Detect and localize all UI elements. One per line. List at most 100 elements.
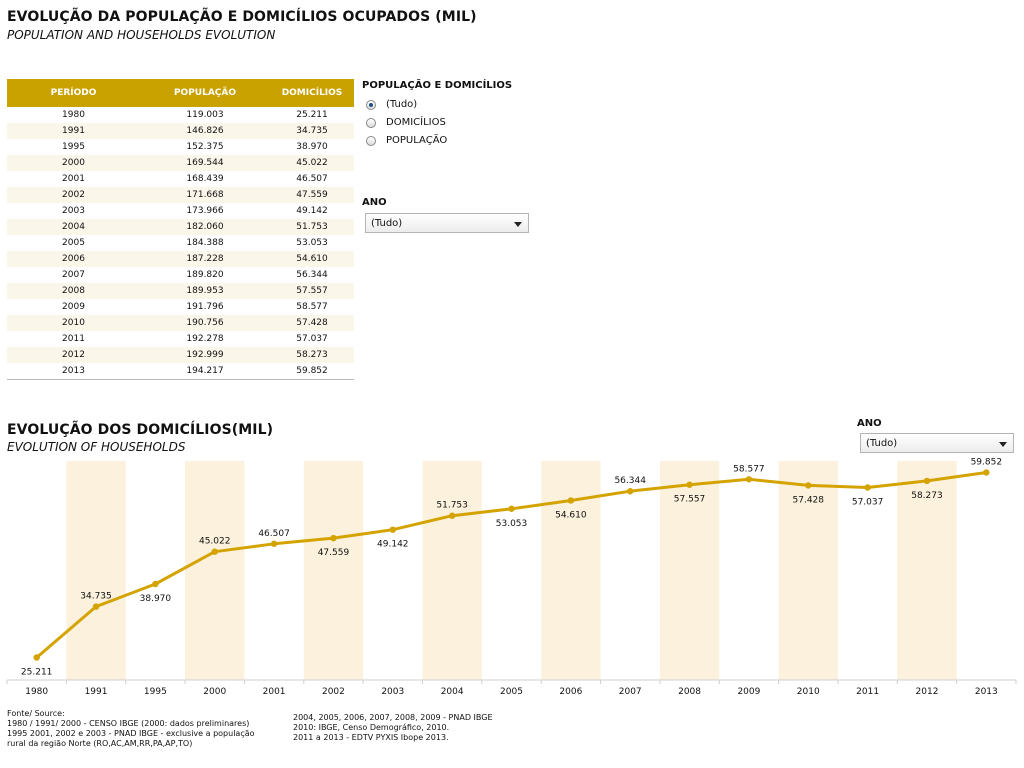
source-line: 1980 / 1991/ 2000 - CENSO IBGE (2000: da… <box>7 719 250 728</box>
radio-button[interactable] <box>366 117 376 128</box>
data-point[interactable] <box>567 497 575 504</box>
measure-filter-label: POPULAÇÃO E DOMICÍLIOS <box>362 80 513 91</box>
year-select-value: (Tudo) <box>371 217 403 229</box>
data-point[interactable] <box>508 505 515 512</box>
cell-periodo: 2001 <box>62 174 85 184</box>
x-tick-label: 2005 <box>500 687 523 697</box>
column-header-periodo[interactable]: PERÍODO <box>7 79 140 107</box>
table-row: 2006 187.228 54.610 <box>7 251 354 267</box>
x-tick-label: 2007 <box>619 687 642 697</box>
table-row: 2010 190.756 57.428 <box>7 315 354 331</box>
radio-label: (Tudo) <box>386 99 418 110</box>
cell-periodo: 2009 <box>62 302 85 312</box>
cell-periodo: 2007 <box>62 270 85 280</box>
data-label: 25.211 <box>21 668 53 678</box>
data-point[interactable] <box>805 482 812 489</box>
table-row: 2008 189.953 57.557 <box>7 283 354 299</box>
cell-periodo: 2002 <box>7 187 140 203</box>
source-line: 1995 2001, 2002 e 2003 - PNAD IBGE - exc… <box>7 729 255 738</box>
table-row: 2007 189.820 56.344 <box>7 267 354 283</box>
cell-periodo: 2003 <box>62 206 85 216</box>
data-label: 46.507 <box>258 529 290 539</box>
chart-band <box>422 461 482 680</box>
data-point[interactable] <box>686 481 693 488</box>
cell-populacao: 192.999 <box>140 347 270 363</box>
data-point[interactable] <box>983 469 990 476</box>
cell-domicilios: 58.577 <box>296 302 328 312</box>
data-point[interactable] <box>330 534 337 542</box>
radio-option-domicilios[interactable]: DOMICÍLIOS <box>366 117 446 128</box>
radio-option-populacao[interactable]: POPULAÇÃO <box>366 135 447 146</box>
data-label: 58.273 <box>911 491 943 501</box>
chart-subtitle: EVOLUTION OF HOUSEHOLDS <box>7 440 186 454</box>
table-row: 2012 192.999 58.273 <box>7 347 354 363</box>
table-row: 2009 191.796 58.577 <box>7 299 354 315</box>
data-point[interactable] <box>864 484 871 491</box>
data-point[interactable] <box>270 540 278 547</box>
x-tick-label: 2004 <box>441 687 464 697</box>
table-body: 1980 119.003 25.211 1991 146.826 34.735 1995 15… <box>7 107 354 380</box>
cell-domicilios: 51.753 <box>270 219 354 235</box>
x-tick-label: 2011 <box>856 687 879 697</box>
column-header-populacao[interactable]: POPULAÇÃO <box>140 79 270 107</box>
data-label: 57.557 <box>674 495 706 505</box>
data-point[interactable] <box>627 488 634 495</box>
cell-domicilios: 46.507 <box>296 174 328 184</box>
x-tick-label: 2000 <box>203 687 226 697</box>
cell-domicilios: 56.344 <box>296 270 328 280</box>
cell-periodo: 2006 <box>7 251 140 267</box>
cell-populacao: 190.756 <box>140 315 270 331</box>
cell-domicilios: 57.557 <box>270 283 354 299</box>
cell-domicilios: 25.211 <box>296 110 328 120</box>
x-tick-label: 2003 <box>381 687 404 697</box>
year-filter-label: ANO <box>362 197 387 208</box>
x-tick-label: 1995 <box>144 687 167 697</box>
column-header-domicilios[interactable]: DOMICÍLIOS <box>270 79 354 107</box>
cell-populacao: 171.668 <box>140 187 270 203</box>
data-label: 53.053 <box>496 519 528 529</box>
chevron-down-icon <box>514 222 522 227</box>
cell-populacao: 168.439 <box>186 174 224 184</box>
radio-button[interactable] <box>366 135 376 146</box>
x-tick-label: 2006 <box>559 687 582 697</box>
data-point[interactable] <box>211 548 218 555</box>
cell-periodo: 2013 <box>7 363 140 380</box>
chart-year-select[interactable]: (Tudo) <box>860 433 1014 453</box>
data-point[interactable] <box>152 580 159 588</box>
source-line: 2010: IBGE, Censo Demográfico, 2010. <box>293 723 450 732</box>
source-notes-right: 2004, 2005, 2006, 2007, 2008, 2009 - PNA… <box>293 713 493 743</box>
cell-periodo: 2010 <box>7 315 140 331</box>
cell-populacao: 182.060 <box>140 219 270 235</box>
cell-periodo: 1980 <box>62 110 85 120</box>
data-point[interactable] <box>448 512 456 519</box>
data-point[interactable] <box>389 526 396 533</box>
data-point[interactable] <box>92 603 100 610</box>
data-point[interactable] <box>745 476 753 483</box>
cell-populacao: 152.375 <box>186 142 224 152</box>
year-select[interactable]: (Tudo) <box>365 213 529 233</box>
cell-domicilios: 49.142 <box>296 206 328 216</box>
x-tick-label: 1991 <box>85 687 108 697</box>
x-tick-label: 2013 <box>975 687 998 697</box>
radio-button[interactable] <box>366 99 376 110</box>
table-row: 2003 173.966 49.142 <box>7 203 354 219</box>
table-row: 2011 192.278 57.037 <box>7 331 354 347</box>
cell-domicilios: 53.053 <box>296 238 328 248</box>
table-row: 2013 194.217 59.852 <box>7 363 354 380</box>
data-point[interactable] <box>923 477 931 485</box>
cell-populacao: 119.003 <box>186 110 224 120</box>
chart-band <box>66 461 126 680</box>
data-label: 57.428 <box>793 495 825 505</box>
cell-periodo: 2005 <box>62 238 85 248</box>
radio-option-tudo[interactable]: (Tudo) <box>366 99 417 110</box>
data-point[interactable] <box>33 654 40 661</box>
series-line <box>35 471 987 659</box>
data-label: 45.022 <box>199 537 231 547</box>
cell-populacao: 189.953 <box>140 283 270 299</box>
cell-periodo: 2008 <box>7 283 140 299</box>
data-label: 51.753 <box>436 501 468 511</box>
table-row: 2002 171.668 47.559 <box>7 187 354 203</box>
source-line: 2004, 2005, 2006, 2007, 2008, 2009 - PNA… <box>293 713 493 722</box>
cell-domicilios: 57.428 <box>270 315 354 331</box>
chart-band <box>541 461 601 680</box>
